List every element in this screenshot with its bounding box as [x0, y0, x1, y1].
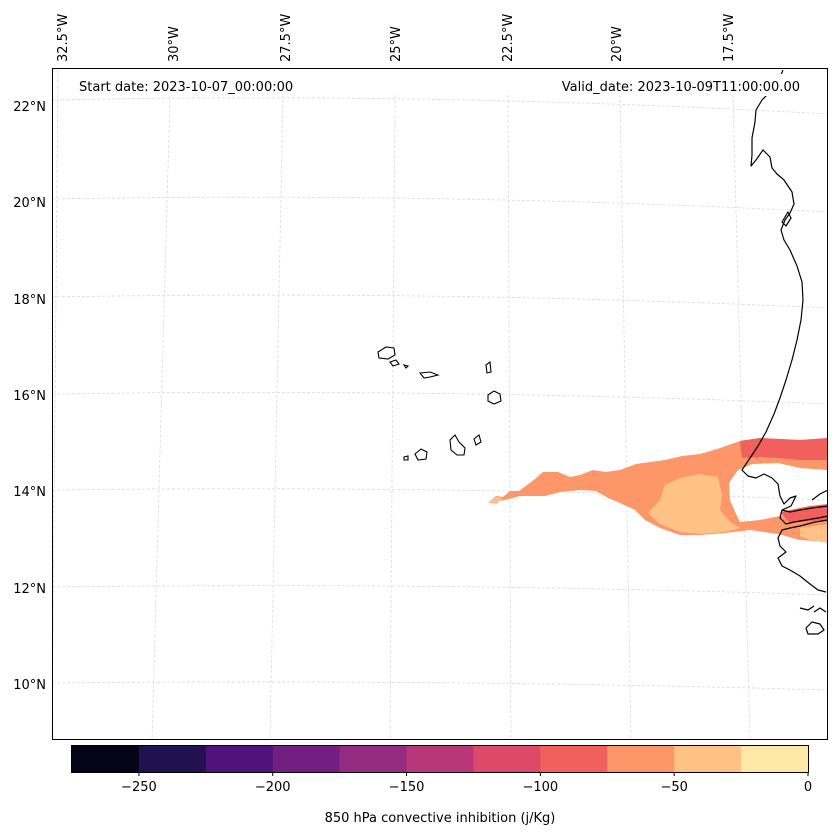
lon-label: 20°W: [610, 26, 625, 62]
fogo-island: [414, 448, 428, 461]
lat-label: 14°N: [13, 485, 46, 500]
colorbar-tick-label: 0: [804, 780, 812, 795]
boa-vista-island: [487, 390, 502, 405]
lon-label: 30°W: [167, 26, 182, 62]
lat-label: 12°N: [13, 582, 46, 597]
santo-antao-island: [377, 346, 396, 360]
colorbar-tick-label: −250: [121, 780, 157, 795]
cape-verde-islands: [377, 346, 502, 461]
western-sahara-bay: [781, 211, 792, 227]
colorbar-ticks: −250 −200 −150 −100 −50 0: [121, 772, 812, 795]
sal-island: [485, 360, 492, 374]
colorbar-tick-label: −100: [523, 780, 559, 795]
colorbar-segment: [406, 746, 474, 772]
longitude-labels: 32.5°W 30°W 27.5°W 25°W 22.5°W 20°W 17.5…: [56, 14, 737, 62]
africa-coastline: [741, 69, 829, 593]
cin-region-minus50-25-west: [488, 497, 502, 504]
gambia-river: [781, 505, 829, 513]
colorbar-tick-label: −150: [389, 780, 425, 795]
lon-label: 22.5°W: [501, 14, 516, 62]
lat-label: 20°N: [13, 196, 46, 211]
lat-label: 16°N: [13, 389, 46, 404]
cin-region-minus100-75: [740, 438, 828, 460]
colorbar-segment: [138, 746, 207, 772]
senegal-inlet: [811, 489, 829, 501]
cin-region-minus50-25: [648, 474, 740, 534]
colorbar-segment: [473, 746, 541, 772]
parallel-gridlines: [51, 97, 829, 691]
sao-vicente-island: [389, 359, 400, 367]
lon-label: 17.5°W: [722, 14, 737, 62]
lon-label: 27.5°W: [279, 14, 294, 62]
map-frame: [52, 68, 828, 740]
colorbar-segment: [674, 746, 742, 772]
colorbar-segment: [205, 746, 274, 772]
santiago-island: [449, 434, 466, 456]
start-date-text: Start date: 2023-10-07_00:00:00: [79, 80, 293, 95]
latitude-labels: 22°N 20°N 18°N 16°N 14°N 12°N 10°N: [13, 100, 46, 693]
lon-label: 25°W: [389, 26, 404, 62]
cin-region-minus75-50: [488, 438, 828, 542]
lat-label: 10°N: [13, 678, 46, 693]
meridian-gridlines: [51, 69, 751, 741]
brava-island: [403, 455, 409, 461]
colorbar-segments: [72, 746, 809, 772]
valid-date-text: Valid_date: 2023-10-09T11:00:00.00: [562, 80, 800, 95]
colorbar-segment: [272, 746, 341, 772]
colorbar-tick-label: −200: [255, 780, 291, 795]
lat-label: 22°N: [13, 100, 46, 115]
coastlines: [741, 69, 829, 635]
colorbar-segment: [339, 746, 408, 772]
maio-island: [473, 434, 482, 446]
lon-label: 32.5°W: [56, 14, 71, 62]
colorbar-segment: [72, 746, 140, 772]
bijagos-islands: [799, 605, 827, 635]
cin-field: [488, 438, 828, 543]
colorbar-segment: [741, 746, 809, 772]
santa-luzia-island: [402, 364, 410, 369]
valid-date-backdrop: [540, 74, 804, 96]
cin-region-minus50-25-coast: [800, 524, 828, 543]
colorbar-segment: [607, 746, 675, 772]
colorbar: −250 −200 −150 −100 −50 0 850 hPa convective …: [71, 745, 812, 826]
colorbar-frame: [71, 745, 809, 773]
colorbar-label: 850 hPa convective inhibition (j/Kg): [325, 811, 556, 826]
colorbar-tick-label: −50: [660, 780, 687, 795]
colorbar-segment: [540, 746, 608, 772]
sao-nicolau-island: [418, 371, 440, 379]
lat-label: 18°N: [13, 293, 46, 308]
start-date-backdrop: [74, 74, 312, 96]
